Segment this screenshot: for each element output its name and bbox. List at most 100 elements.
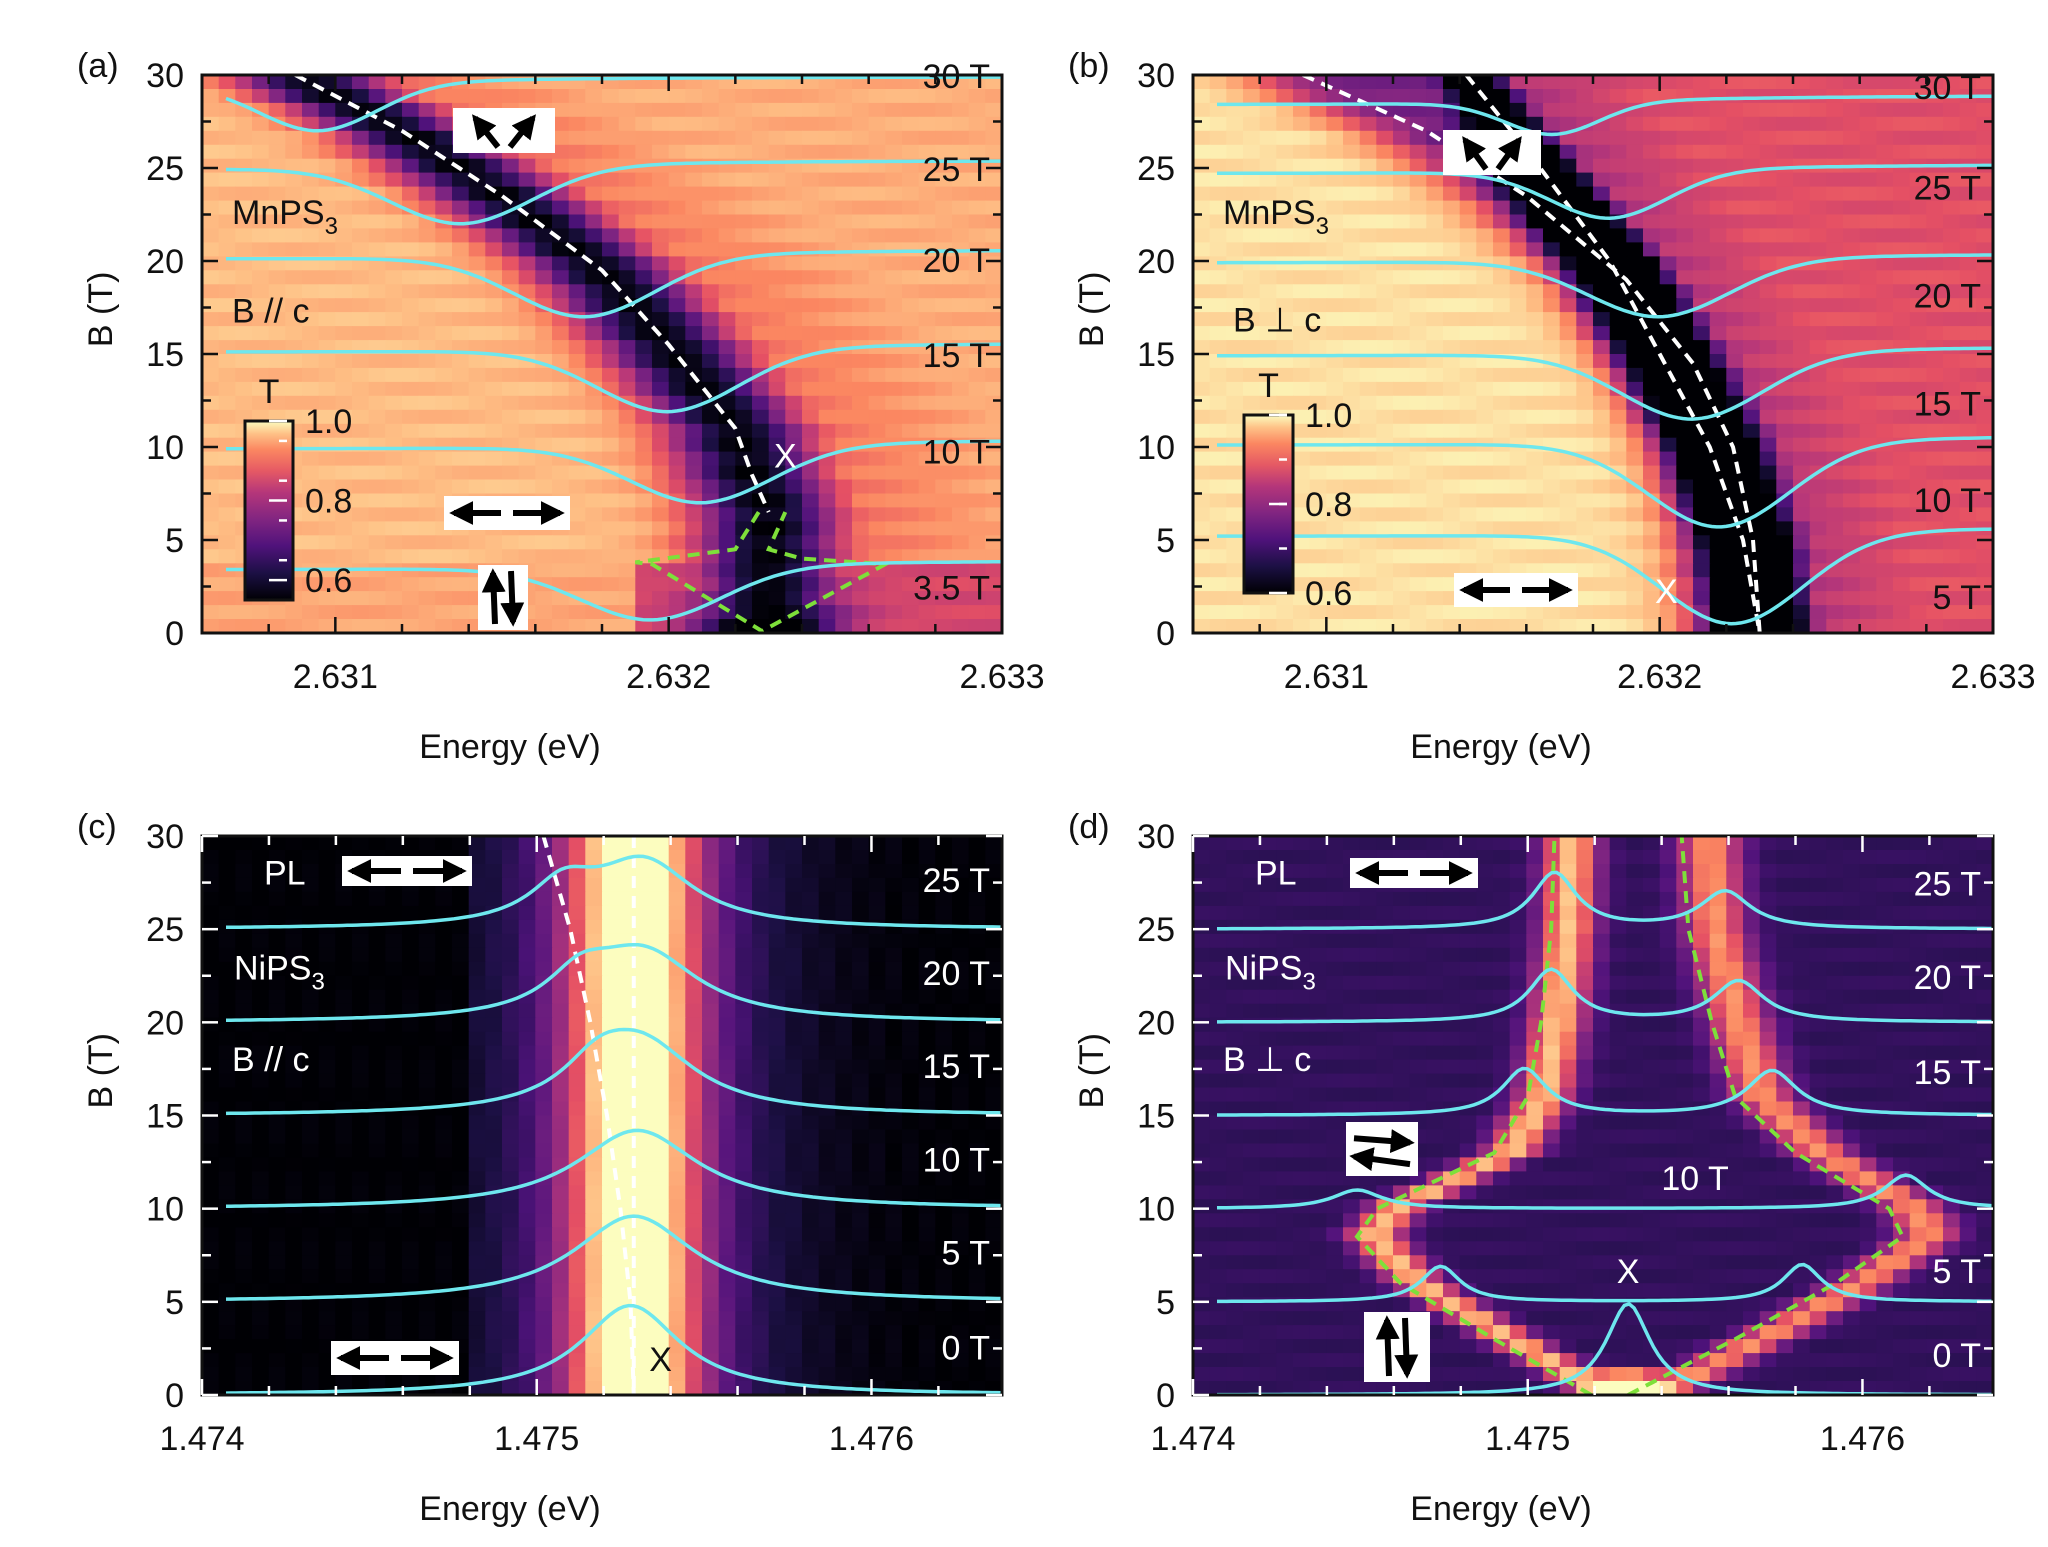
heatmap-cell [902,507,920,523]
arrow-box [453,108,555,153]
heatmap-cell [1409,507,1428,523]
heatmap-cell [652,891,670,907]
heatmap-cell [368,577,387,592]
heatmap-cell [768,975,787,991]
heatmap-cell [1943,284,1961,300]
heatmap-cell [1226,75,1244,90]
heatmap-cell [1626,549,1644,565]
heatmap-cell [1343,605,1361,620]
heatmap-cell [1776,507,1794,523]
heatmap-cell [552,242,570,258]
heatmap-cell [802,989,820,1005]
heatmap-cell [1509,326,1528,341]
heatmap-cell [735,619,753,633]
heatmap-cell [1776,214,1794,230]
heatmap-cell [935,1087,953,1103]
heatmap-cell [1326,563,1344,579]
heatmap-cell [1559,507,1578,523]
heatmap-cell [252,312,270,327]
heatmap-cell [518,850,537,865]
heatmap-cell [1926,605,1944,620]
heatmap-cell [552,989,570,1005]
heatmap-cell [1609,437,1628,453]
heatmap-cell [535,891,553,907]
heatmap-cell [735,1017,753,1033]
heatmap-cell [252,975,270,991]
heatmap-cell [735,975,753,991]
heatmap-cell [918,591,937,606]
heatmap-cell [1776,465,1794,481]
heatmap-cell [635,172,653,188]
heatmap-cell [985,116,1002,132]
heatmap-cell [1793,270,1811,286]
heatmap-cell [618,577,637,592]
heatmap-cell [1976,298,1993,313]
heatmap-cell [418,367,437,383]
heatmap-cell [785,214,803,230]
heatmap-cell [1709,354,1728,369]
heatmap-cell [1976,535,1993,551]
heatmap-cell [352,144,370,160]
heatmap-cell [785,1059,803,1075]
heatmap-cell [718,465,737,481]
heatmap-cell [368,270,387,286]
heatmap-cell [735,563,753,579]
heatmap-cell [202,1059,220,1075]
heatmap-cell [702,130,720,146]
heatmap-cell [202,298,220,313]
heatmap-cell [1809,326,1828,341]
heatmap-cell [935,975,953,991]
heatmap-cell [268,1031,287,1047]
heatmap-cell [1343,451,1361,467]
heatmap-cell [235,228,253,244]
heatmap-cell [1443,186,1461,202]
spectrum-line [1217,94,1993,137]
heatmap-cell [1876,270,1894,286]
heatmap-cell [868,130,887,146]
heatmap-cell [1843,326,1861,341]
heatmap-cell [1359,340,1378,355]
heatmap-cell [502,864,520,879]
heatmap-cell [902,423,920,439]
heatmap-cell [1759,284,1778,300]
heatmap-cell [1726,605,1744,620]
heatmap-cell [435,1031,453,1047]
heatmap-cell [1493,535,1511,551]
heatmap-cell [685,409,703,425]
heatmap-cell [1826,465,1844,481]
heatmap-cell [1976,200,1993,216]
heatmap-cell [352,591,370,606]
heatmap-cell [1726,228,1744,244]
heatmap-cell [768,116,787,132]
heatmap-cell [318,947,337,963]
heatmap-cell [402,256,420,272]
heatmap-cell [468,451,487,467]
heatmap-cell [885,451,903,467]
heatmap-cell [902,891,920,907]
heatmap-cell [1543,326,1561,341]
heatmap-cell [352,89,370,104]
heatmap-cell [952,1017,970,1033]
heatmap-cell [768,961,787,977]
heatmap-cell [785,521,803,537]
heatmap-cell [385,354,403,369]
heatmap-cell [202,186,220,202]
heatmap-cell [1909,619,1928,633]
heatmap-cell [218,354,237,369]
heatmap-cell [635,605,653,620]
heatmap-cell [1543,619,1561,633]
heatmap-cell [1959,605,1978,620]
heatmap-cell [502,1031,520,1047]
heatmap-cell [452,961,470,977]
heatmap-cell [318,298,337,313]
heatmap-cell [1626,340,1644,355]
heatmap-cell [1426,228,1444,244]
heatmap-cell [518,836,537,851]
heatmap-cell [1209,172,1228,188]
heatmap-cell [1576,479,1594,495]
heatmap-cell [1259,340,1278,355]
heatmap-cell [1426,340,1444,355]
heatmap-cell [1493,605,1511,620]
heatmap-cell [1193,395,1211,411]
heatmap-cell [935,493,953,509]
